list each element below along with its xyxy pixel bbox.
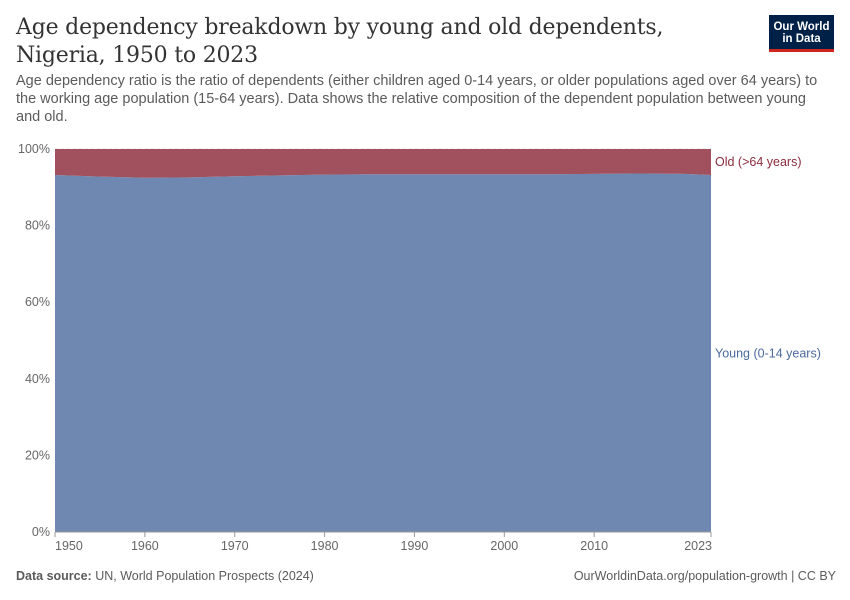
y-tick-label: 40%	[25, 372, 50, 386]
data-source-text[interactable]: UN, World Population Prospects (2024)	[95, 569, 314, 583]
data-source: Data source: UN, World Population Prospe…	[16, 569, 314, 583]
chart-title: Age dependency breakdown by young and ol…	[16, 15, 664, 68]
logo-line-2: in Data	[782, 33, 821, 45]
y-tick-label: 0%	[32, 525, 50, 539]
y-tick-label: 60%	[25, 295, 50, 309]
y-tick-label: 20%	[25, 448, 50, 462]
area-young	[55, 173, 711, 532]
logo-line-1: Our World	[773, 21, 830, 33]
x-tick-label: 2023	[684, 539, 712, 553]
chart-subtitle: Age dependency ratio is the ratio of dep…	[16, 73, 818, 125]
y-tick-label: 80%	[25, 219, 50, 233]
legend-label-young: Young (0-14 years)	[715, 347, 821, 361]
x-tick-label: 2000	[490, 539, 518, 553]
x-tick-label: 1970	[221, 539, 249, 553]
data-source-label: Data source:	[16, 569, 92, 583]
footer-credit[interactable]: OurWorldinData.org/population-growth | C…	[573, 569, 836, 583]
x-tick-label: 1990	[401, 539, 429, 553]
x-tick-label: 1960	[131, 539, 159, 553]
x-tick-label: 1980	[311, 539, 339, 553]
legend-label-old: Old (>64 years)	[715, 155, 802, 169]
x-tick-label: 1950	[55, 539, 83, 553]
x-tick-label: 2010	[580, 539, 608, 553]
area-old	[55, 149, 711, 178]
owid-logo[interactable]: Our World in Data	[769, 15, 834, 52]
y-tick-label: 100%	[18, 142, 50, 156]
